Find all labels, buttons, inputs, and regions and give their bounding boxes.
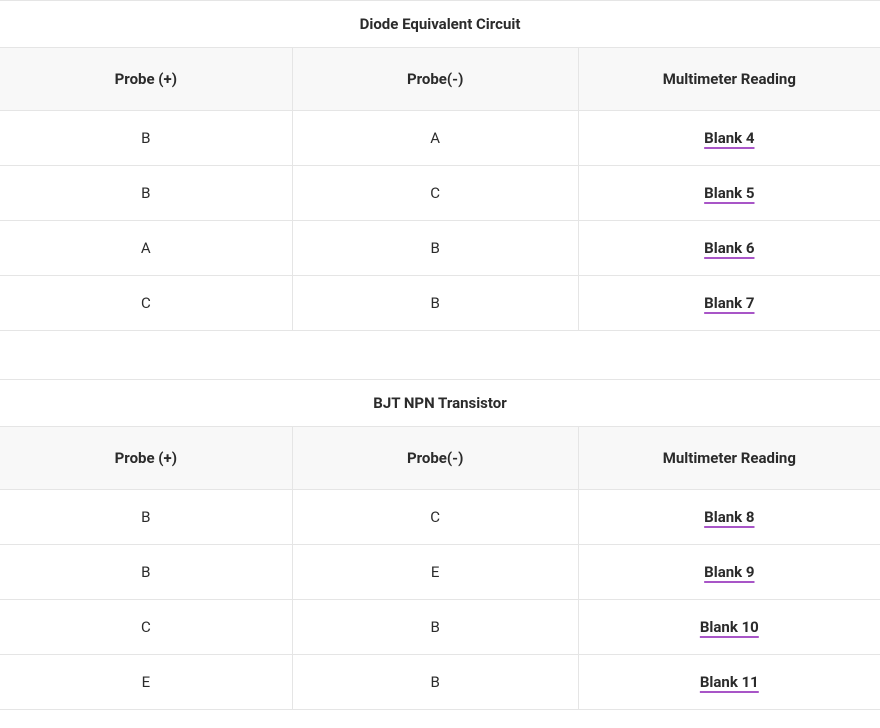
cell-probe-pos: E (0, 655, 292, 710)
cell-probe-pos: B (0, 545, 292, 600)
blank-link[interactable]: Blank 7 (704, 294, 754, 312)
cell-probe-neg: B (292, 276, 578, 331)
cell-probe-pos: C (0, 276, 292, 331)
cell-probe-pos: B (0, 166, 292, 221)
column-header-probe-neg: Probe(-) (292, 427, 578, 490)
blank-link[interactable]: Blank 11 (700, 673, 759, 691)
cell-probe-neg: E (292, 545, 578, 600)
diode-circuit-section: Diode Equivalent Circuit Probe (+) Probe… (0, 0, 880, 331)
table-header-row: Probe (+) Probe(-) Multimeter Reading (0, 427, 880, 490)
cell-probe-neg: C (292, 490, 578, 545)
blank-link[interactable]: Blank 8 (704, 508, 754, 526)
table-title: BJT NPN Transistor (0, 379, 880, 426)
cell-reading: Blank 5 (578, 166, 880, 221)
cell-probe-neg: B (292, 655, 578, 710)
table-row: E B Blank 11 (0, 655, 880, 710)
cell-probe-pos: C (0, 600, 292, 655)
table-row: A B Blank 6 (0, 221, 880, 276)
cell-reading: Blank 10 (578, 600, 880, 655)
bjt-npn-table: Probe (+) Probe(-) Multimeter Reading B … (0, 426, 880, 710)
table-header-row: Probe (+) Probe(-) Multimeter Reading (0, 48, 880, 111)
cell-probe-neg: B (292, 221, 578, 276)
cell-probe-neg: C (292, 166, 578, 221)
cell-probe-neg: A (292, 111, 578, 166)
column-header-reading: Multimeter Reading (578, 427, 880, 490)
blank-link[interactable]: Blank 9 (704, 563, 754, 581)
table-row: C B Blank 10 (0, 600, 880, 655)
column-header-reading: Multimeter Reading (578, 48, 880, 111)
cell-reading: Blank 4 (578, 111, 880, 166)
bjt-npn-section: BJT NPN Transistor Probe (+) Probe(-) Mu… (0, 379, 880, 710)
blank-link[interactable]: Blank 10 (700, 618, 759, 636)
cell-reading: Blank 11 (578, 655, 880, 710)
cell-reading: Blank 8 (578, 490, 880, 545)
table-row: B A Blank 4 (0, 111, 880, 166)
cell-probe-pos: B (0, 111, 292, 166)
blank-link[interactable]: Blank 6 (704, 239, 754, 257)
cell-probe-neg: B (292, 600, 578, 655)
table-row: B C Blank 8 (0, 490, 880, 545)
blank-link[interactable]: Blank 4 (704, 129, 754, 147)
table-row: B C Blank 5 (0, 166, 880, 221)
column-header-probe-neg: Probe(-) (292, 48, 578, 111)
cell-reading: Blank 7 (578, 276, 880, 331)
diode-circuit-table: Probe (+) Probe(-) Multimeter Reading B … (0, 47, 880, 331)
column-header-probe-pos: Probe (+) (0, 48, 292, 111)
column-header-probe-pos: Probe (+) (0, 427, 292, 490)
table-title: Diode Equivalent Circuit (0, 0, 880, 47)
section-spacer (0, 331, 880, 379)
cell-probe-pos: B (0, 490, 292, 545)
cell-reading: Blank 9 (578, 545, 880, 600)
cell-reading: Blank 6 (578, 221, 880, 276)
table-row: C B Blank 7 (0, 276, 880, 331)
cell-probe-pos: A (0, 221, 292, 276)
table-row: B E Blank 9 (0, 545, 880, 600)
blank-link[interactable]: Blank 5 (704, 184, 754, 202)
